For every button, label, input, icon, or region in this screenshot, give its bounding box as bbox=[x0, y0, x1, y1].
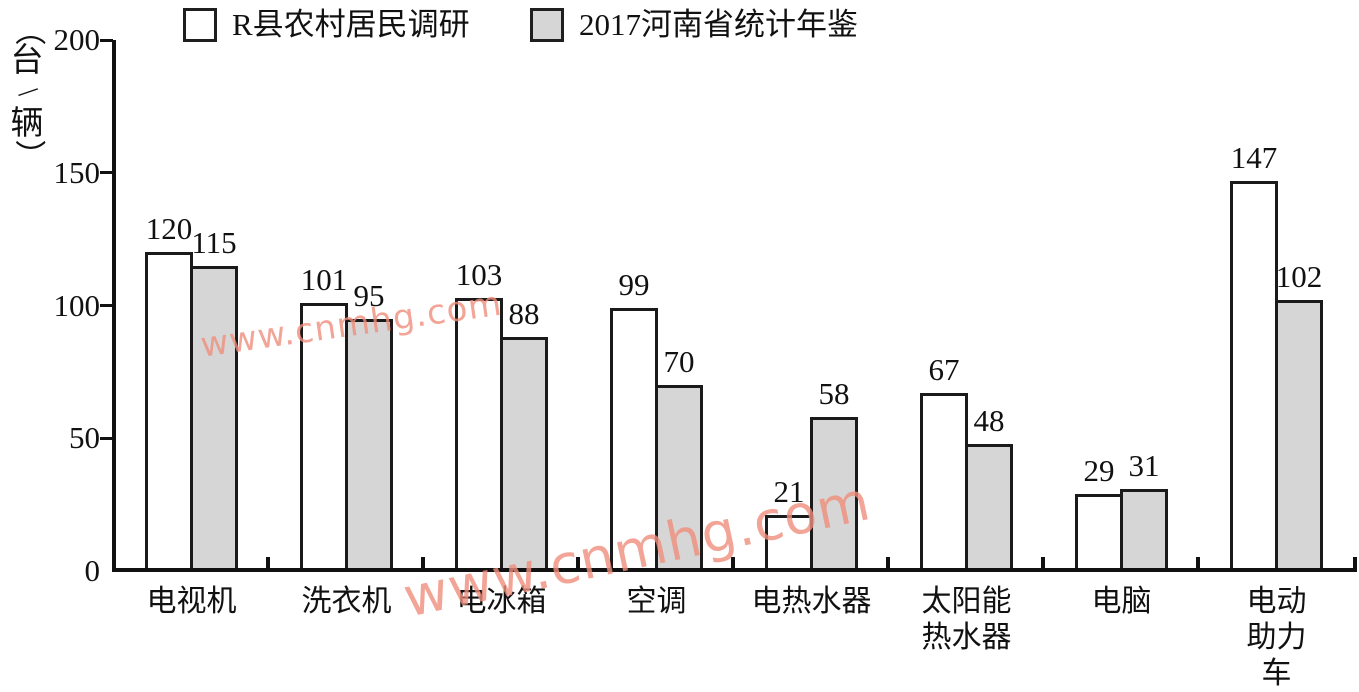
category-label: 太阳能 热水器 bbox=[921, 585, 1012, 654]
legend-item-survey: R县农村居民调研 bbox=[183, 8, 470, 42]
legend-item-yearbook: 2017河南省统计年鉴 bbox=[530, 8, 858, 42]
bar-yearbook bbox=[500, 337, 548, 572]
x-axis-tick bbox=[885, 557, 890, 569]
bar-yearbook bbox=[965, 444, 1013, 572]
y-unit-char-tai: 台 bbox=[10, 43, 44, 79]
bar-survey bbox=[1230, 181, 1278, 572]
bar-value-label: 21 bbox=[773, 474, 805, 509]
x-axis-tick bbox=[265, 557, 270, 569]
y-tick-label: 150 bbox=[53, 154, 101, 190]
bar-survey bbox=[1075, 494, 1123, 572]
bar-survey bbox=[610, 308, 658, 572]
y-tick-label: 100 bbox=[53, 287, 101, 323]
bar-yearbook bbox=[345, 319, 393, 572]
category-label: 电视机 bbox=[146, 585, 237, 618]
bar-value-label: 115 bbox=[191, 225, 237, 260]
legend-swatch-gray bbox=[530, 8, 564, 42]
bar-yearbook bbox=[1275, 300, 1323, 572]
bar-chart: R县农村居民调研 2017河南省统计年鉴 （ 台 / 辆 ） 0 50 100 150… bbox=[4, 7, 1357, 690]
bar-value-label: 99 bbox=[618, 267, 650, 302]
y-unit-slash: / bbox=[12, 78, 43, 106]
y-tick-label: 0 bbox=[84, 553, 101, 588]
bar-value-label: 48 bbox=[973, 403, 1005, 438]
legend-label-yearbook: 2017河南省统计年鉴 bbox=[579, 7, 858, 42]
x-axis-tick bbox=[575, 557, 580, 569]
bar-survey bbox=[145, 252, 193, 572]
bar-yearbook bbox=[190, 266, 238, 572]
bar-value-label: 70 bbox=[663, 344, 695, 379]
x-axis-tick bbox=[1040, 557, 1045, 569]
y-axis-tick bbox=[100, 38, 113, 42]
bar-value-label: 31 bbox=[1128, 448, 1160, 483]
y-axis-tick bbox=[100, 304, 113, 307]
bar-value-label: 95 bbox=[353, 278, 385, 313]
y-axis-line bbox=[112, 40, 116, 572]
x-axis-line bbox=[112, 568, 1357, 572]
y-axis-tick bbox=[100, 436, 113, 440]
y-unit-paren-close: ） bbox=[11, 139, 46, 171]
category-label: 洗衣机 bbox=[301, 585, 392, 618]
legend-label-survey: R县农村居民调研 bbox=[232, 7, 470, 42]
bar-value-label: 88 bbox=[508, 296, 540, 331]
bar-value-label: 58 bbox=[818, 376, 850, 411]
x-axis-tick bbox=[420, 557, 425, 569]
y-unit-paren-open: （ bbox=[11, 14, 46, 46]
x-axis-tick bbox=[1195, 557, 1200, 569]
category-label: 电热水器 bbox=[751, 585, 872, 618]
y-unit-char-liang: 辆 bbox=[10, 105, 44, 142]
y-tick-label: 50 bbox=[69, 420, 100, 456]
legend-swatch-white bbox=[183, 8, 217, 42]
category-label: 空调 bbox=[626, 585, 687, 618]
bar-yearbook bbox=[655, 385, 703, 572]
x-axis-tick bbox=[730, 557, 735, 569]
category-label: 电动 助力车 bbox=[1246, 585, 1307, 690]
bar-survey bbox=[920, 393, 968, 572]
bar-value-label: 103 bbox=[455, 257, 503, 292]
bar-value-label: 101 bbox=[300, 262, 348, 297]
bar-value-label: 120 bbox=[145, 211, 193, 246]
bar-survey bbox=[455, 298, 503, 572]
y-axis-tick bbox=[100, 171, 113, 175]
bar-value-label: 102 bbox=[1275, 259, 1323, 294]
bar-value-label: 29 bbox=[1083, 453, 1115, 488]
bar-value-label: 147 bbox=[1230, 140, 1278, 175]
y-axis-unit-label: （ 台 / 辆 ） bbox=[4, 14, 50, 171]
bar-survey bbox=[300, 303, 348, 572]
y-tick-label: 200 bbox=[53, 22, 101, 57]
bar-survey bbox=[765, 515, 813, 572]
category-label: 电脑 bbox=[1091, 585, 1152, 618]
category-label: 电冰箱 bbox=[456, 585, 547, 618]
bar-yearbook bbox=[1120, 489, 1168, 572]
bar-yearbook bbox=[810, 417, 858, 572]
bar-value-label: 67 bbox=[928, 352, 960, 387]
x-axis-end-tick bbox=[1353, 557, 1357, 569]
